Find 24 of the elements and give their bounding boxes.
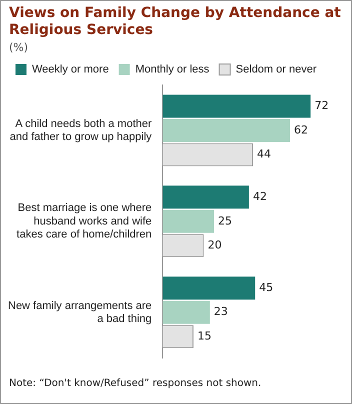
- text: Note: “Don't know/Refused” responses not shown.: [9, 378, 262, 389]
- bar: [162, 210, 214, 233]
- legend-label: Monthly or less: [135, 64, 210, 76]
- data-label: 20: [208, 238, 222, 252]
- text: (%): [9, 41, 30, 54]
- data-label: 45: [259, 280, 274, 294]
- data-label: 25: [218, 214, 232, 228]
- data-label: 72: [314, 99, 329, 112]
- legend-label: Seldom or never: [236, 64, 317, 76]
- chart-title: Views on Family Change by Attendance at Religious Services: [9, 5, 342, 39]
- bar: [162, 94, 311, 118]
- data-label: 15: [197, 329, 212, 342]
- bar: [162, 276, 256, 300]
- y-tick-label: New family arrangements are a bad thing: [8, 300, 152, 325]
- data-label: 62: [294, 123, 308, 136]
- bar: [162, 300, 210, 324]
- legend-label: Weekly or more: [32, 64, 109, 76]
- data-label: 23: [214, 305, 228, 318]
- bar: [162, 118, 290, 142]
- y-tick-label: A child needs both a mother and father to grow up happily: [10, 118, 152, 144]
- bar: [162, 186, 249, 209]
- y-tick-label: Best marriage is one where husband works and wife takes care of home/children: [16, 202, 152, 241]
- data-label: 42: [252, 190, 267, 204]
- data-label: 44: [257, 148, 272, 161]
